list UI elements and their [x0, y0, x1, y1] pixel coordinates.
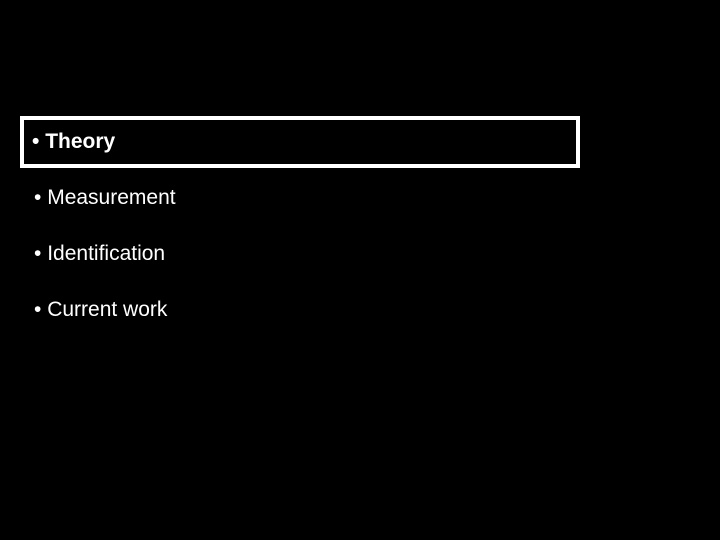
- bullet-row: • Current work: [34, 298, 167, 321]
- bullet-row: • Theory: [32, 130, 115, 153]
- outline-item-label: Identification: [47, 242, 165, 265]
- slide-container: • Theory • Measurement • Identification …: [0, 0, 720, 540]
- outline-item: • Measurement: [20, 186, 720, 210]
- outline-item: • Current work: [20, 298, 720, 322]
- outline-item: • Identification: [20, 242, 720, 266]
- outline-item-label: Measurement: [47, 186, 175, 209]
- outline-item-label: Theory: [45, 130, 115, 153]
- bullet-icon: •: [34, 186, 41, 209]
- outline-item-highlighted: • Theory: [20, 116, 580, 168]
- bullet-row: • Identification: [34, 242, 165, 265]
- bullet-icon: •: [32, 130, 39, 153]
- bullet-row: • Measurement: [34, 186, 176, 209]
- bullet-icon: •: [34, 242, 41, 265]
- bullet-icon: •: [34, 298, 41, 321]
- outline-item-label: Current work: [47, 298, 167, 321]
